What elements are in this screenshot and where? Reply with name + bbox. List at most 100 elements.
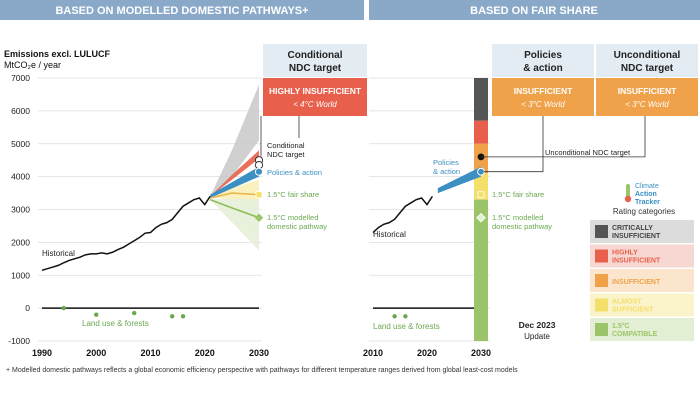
right-x-tick-label: 2010 [363, 348, 383, 358]
legend-title: Rating categories [613, 207, 675, 216]
conditional-ndc-rating: HIGHLY INSUFFICIENT [269, 86, 362, 96]
right-land-use-point [403, 314, 408, 319]
conditional-ndc-header-line2: NDC target [289, 63, 342, 74]
unconditional-ndc-header [596, 44, 698, 77]
fair-share-bar-segment [474, 78, 488, 121]
right-historical-line [372, 195, 434, 234]
y-tick-label: 4000 [11, 172, 30, 182]
policies-rating: INSUFFICIENT [514, 86, 573, 96]
y-tick-label: 3000 [11, 205, 30, 215]
left-x-tick-label: 2000 [86, 348, 106, 358]
legend-label: HIGHLY [612, 250, 638, 257]
left-panel-plot [41, 84, 300, 319]
unconditional-ndc-label: Unconditional NDC target [545, 148, 631, 157]
rating-legend: CRITICALLYINSUFFICIENTHIGHLYINSUFFICIENT… [590, 220, 694, 341]
legend-label: INSUFFICIENT [612, 279, 661, 286]
conditional-ndc-band [210, 150, 259, 197]
unconditional-ndc-rating-box [596, 78, 698, 116]
legend-label: INSUFFICIENT [612, 233, 661, 240]
cat-logo-line3: Tracker [635, 199, 660, 206]
policies-header-line2: & action [523, 63, 562, 74]
left-header-title: BASED ON MODELLED DOMESTIC PATHWAYS+ [55, 5, 308, 17]
legend-swatch [595, 249, 608, 263]
cat-logo-bulb [624, 195, 632, 203]
right-modelled-label-line1: 1.5°C modelled [492, 213, 543, 222]
right-header-bar [369, 0, 700, 20]
left-x-tick-label: 2010 [140, 348, 160, 358]
left-x-tick-label: 1990 [32, 348, 52, 358]
critically-insufficient-band [210, 84, 259, 197]
right-fair-share-label: 1.5°C fair share [492, 190, 544, 199]
legend-item-bg [590, 220, 694, 243]
fair-share-line [209, 192, 260, 199]
land-use-point [132, 310, 137, 316]
unconditional-ndc-rating-sub: < 3°C World [625, 100, 669, 109]
unconditional-ndc-rating: INSUFFICIENT [618, 86, 677, 96]
update-date: Dec 2023 [519, 320, 556, 330]
update-label: Update [524, 332, 550, 341]
modelled-marker [254, 213, 264, 222]
legend-swatch [595, 274, 608, 287]
fair-share-marker [255, 191, 263, 199]
legend-label: 1.5°C [612, 322, 630, 330]
left-header-bar [0, 0, 364, 20]
left-x-tick-label: 2030 [249, 348, 269, 358]
legend-swatch [595, 323, 608, 336]
right-policies-label-line1: Policies [433, 158, 459, 167]
land-use-point [94, 312, 99, 317]
historical-line [41, 195, 211, 272]
y-tick-label: -1000 [8, 336, 30, 346]
policies-rating-sub: < 3°C World [521, 100, 565, 109]
right-header-title: BASED ON FAIR SHARE [470, 5, 598, 17]
y-tick-label: 0 [25, 303, 30, 313]
fair-share-bar-segment [474, 120, 488, 144]
y-tick-label: 1000 [11, 270, 30, 280]
conditional-ndc-label-line1: Conditional [267, 141, 305, 150]
modelled-line [209, 198, 260, 219]
legend-label: INSUFFICIENT [612, 258, 661, 265]
y-axis-label: Emissions excl. LULUCF [4, 49, 111, 59]
legend-label: SUFFICIENT [612, 307, 654, 314]
left-historical-label: Historical [42, 249, 75, 258]
left-fair-share-label: 1.5°C fair share [267, 190, 319, 199]
left-x-tick-label: 2020 [195, 348, 215, 358]
legend-swatch [595, 225, 608, 238]
legend-item-bg [590, 269, 694, 292]
unconditional-ndc-header-line1: Unconditional [614, 50, 681, 61]
left-policies-label: Policies & action [267, 168, 322, 177]
policies-header [492, 44, 594, 77]
conditional-ndc-rating-sub: < 4°C World [293, 100, 337, 109]
policies-band [210, 166, 259, 198]
right-x-tick-label: 2030 [471, 348, 491, 358]
cat-logo-line2: Action [635, 191, 657, 198]
legend-label: CRITICALLY [612, 225, 653, 232]
cat-logo-line1: Climate [635, 183, 659, 190]
policies-marker [254, 167, 264, 176]
legend-label: ALMOST [612, 299, 642, 306]
modelled-range-band [210, 196, 259, 251]
y-tick-label: 2000 [11, 237, 30, 247]
policies-header-line1: Policies [524, 50, 562, 61]
left-modelled-label-line1: 1.5°C modelled [267, 213, 318, 222]
left-land-use-label: Land use & forests [82, 319, 149, 328]
right-modelled-label-line2: domestic pathway [492, 222, 552, 231]
legend-swatch [595, 298, 608, 312]
footnote: + Modelled domestic pathways reflects a … [6, 367, 518, 374]
land-use-point [170, 314, 175, 319]
right-historical-label: Historical [373, 230, 406, 239]
fair-share-bar-segment [474, 173, 488, 200]
legend-label: COMPATIBLE [612, 331, 658, 338]
legend-item-bg [590, 293, 694, 317]
right-policies-label-line2: & action [433, 167, 460, 176]
legend-item-bg [590, 244, 694, 268]
right-policies-band [437, 166, 481, 194]
policies-rating-box [492, 78, 594, 116]
y-axis-unit: MtCO₂e / year [4, 60, 61, 70]
land-use-point [180, 314, 186, 319]
cat-logo: Climate Action Tracker [624, 183, 660, 206]
conditional-ndc-rating-box [263, 78, 367, 116]
unconditional-ndc-header-line2: NDC target [621, 63, 674, 74]
y-tick-label: 7000 [11, 73, 30, 83]
